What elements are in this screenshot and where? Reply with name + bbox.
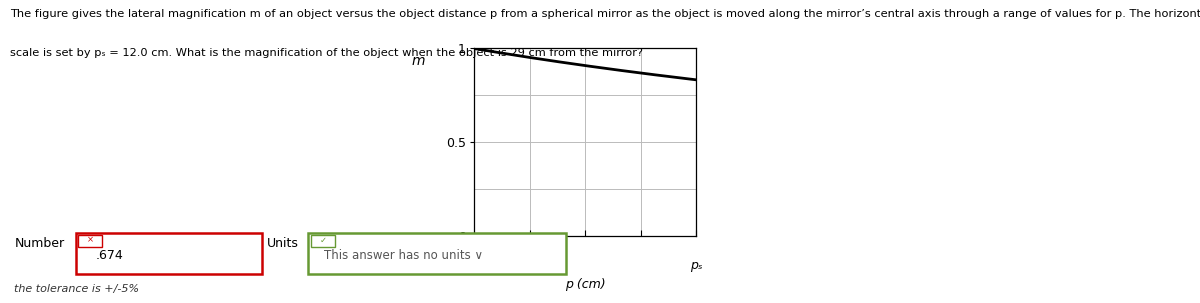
Text: m: m bbox=[412, 54, 425, 68]
Text: p (cm): p (cm) bbox=[565, 278, 605, 291]
Text: ×: × bbox=[86, 236, 94, 245]
Text: ✓: ✓ bbox=[319, 236, 326, 245]
Text: Number: Number bbox=[14, 238, 65, 250]
Text: The figure gives the lateral magnification m of an object versus the object dist: The figure gives the lateral magnificati… bbox=[10, 9, 1200, 19]
Text: This answer has no units ∨: This answer has no units ∨ bbox=[324, 249, 484, 262]
Text: scale is set by pₛ = 12.0 cm. What is the magnification of the object when the o: scale is set by pₛ = 12.0 cm. What is th… bbox=[10, 48, 643, 58]
Text: .674: .674 bbox=[96, 249, 124, 262]
Text: Units: Units bbox=[266, 238, 299, 250]
Text: the tolerance is +/-5%: the tolerance is +/-5% bbox=[14, 284, 139, 295]
Text: pₛ: pₛ bbox=[690, 259, 702, 272]
